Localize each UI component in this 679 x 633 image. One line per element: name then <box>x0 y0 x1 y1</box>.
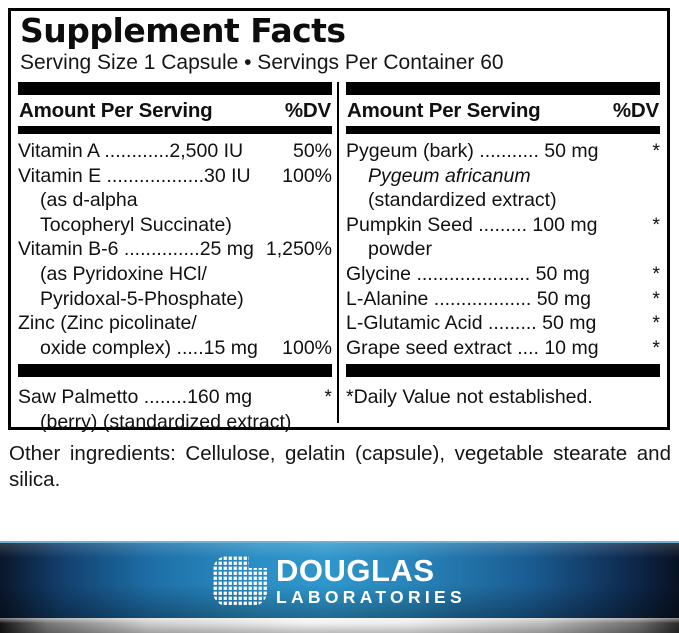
left-ingredient-rows: Vitamin A ............2,500 IU 50% Vitamin… <box>18 134 332 435</box>
dv-header: %DV <box>612 99 659 123</box>
ingredient-row: L-Alanine .................. 50 mg * <box>346 287 660 312</box>
ingredient-row: Grape seed extract .... 10 mg * <box>346 336 660 361</box>
ingredient-text: (berry) (standardized extract) <box>40 411 292 434</box>
ingredient-text: Glycine ..................... 50 mg <box>346 263 590 286</box>
serving-info: Serving Size 1 Capsule • Servings Per Co… <box>20 50 504 74</box>
column-header: Amount Per Serving %DV <box>18 95 332 126</box>
ingredient-row: Zinc (Zinc picolinate/ <box>18 311 332 336</box>
amount-per-serving-header: Amount Per Serving <box>347 99 541 123</box>
ingredient-text: Saw Palmetto ........160 mg <box>18 386 253 409</box>
daily-value: * <box>652 336 660 359</box>
brand-subtitle: LABORATORIES <box>276 587 466 608</box>
daily-value: * <box>324 386 332 409</box>
header-bottom-bar <box>18 126 332 135</box>
brand-name: DOUGLAS <box>276 553 435 589</box>
other-ingredients: Other ingredients: Cellulose, gelatin (c… <box>9 441 671 493</box>
ingredient-row: Pygeum (bark) ........... 50 mg * <box>346 139 660 164</box>
column-header: Amount Per Serving %DV <box>346 95 660 126</box>
ingredient-text: Grape seed extract .... 10 mg <box>346 336 599 359</box>
daily-value: 1,250% <box>265 238 332 261</box>
douglas-logo-mark-icon <box>213 556 267 606</box>
header-bottom-bar <box>346 126 660 135</box>
daily-value: 100% <box>282 336 332 359</box>
left-column: Amount Per Serving %DV Vitamin A .......… <box>18 82 337 433</box>
ingredient-row: Vitamin E ..................30 IU 100% <box>18 164 332 189</box>
section-divider-bar <box>346 364 660 378</box>
ingredient-row: Pumpkin Seed ......... 100 mg * <box>346 213 660 238</box>
ingredient-text: Pyridoxal-5-Phosphate) <box>40 287 244 310</box>
ingredient-row: Pygeum africanum <box>346 164 660 189</box>
right-column: Amount Per Serving %DV Pygeum (bark) ...… <box>339 82 660 423</box>
ingredient-row: Vitamin B-6 ..............25 mg 1,250% <box>18 237 332 262</box>
ingredient-row: Glycine ..................... 50 mg * <box>346 262 660 287</box>
ingredient-text: Vitamin B-6 ..............25 mg <box>18 238 254 261</box>
ingredient-row: (as Pyridoxine HCl/ <box>18 262 332 287</box>
ingredient-text: Pygeum (bark) ........... 50 mg <box>346 140 599 163</box>
daily-value: * <box>652 213 660 236</box>
brand-text: DOUGLAS LABORATORIES <box>276 555 466 607</box>
ingredient-text: powder <box>368 238 432 261</box>
ingredient-row: oxide complex) .....15 mg 100% <box>18 336 332 361</box>
column-divider <box>337 82 339 423</box>
ingredient-text: (standardized extract) <box>368 189 557 212</box>
ingredient-text: L-Alanine .................. 50 mg <box>346 287 591 310</box>
silver-band <box>0 618 679 633</box>
ingredient-row: Vitamin A ............2,500 IU 50% <box>18 139 332 164</box>
amount-per-serving-header: Amount Per Serving <box>19 99 213 123</box>
ingredient-text: Zinc (Zinc picolinate/ <box>18 312 197 335</box>
header-top-bar <box>18 82 332 96</box>
ingredient-row: Tocopheryl Succinate) <box>18 213 332 238</box>
ingredient-text: Vitamin E ..................30 IU <box>18 164 251 187</box>
daily-value: 100% <box>282 164 332 187</box>
dv-header: %DV <box>284 99 331 123</box>
other-ingredients-line1: Other ingredients: Cellulose, gelatin (c… <box>9 442 671 465</box>
daily-value: * <box>652 263 660 286</box>
ingredient-text: oxide complex) .....15 mg <box>40 336 258 359</box>
daily-value: * <box>652 287 660 310</box>
brand-logo: DOUGLAS LABORATORIES <box>213 555 466 607</box>
ingredient-text: Vitamin A ............2,500 IU <box>18 140 244 163</box>
section-divider-bar <box>18 364 332 378</box>
ingredient-row: Pyridoxal-5-Phosphate) <box>18 287 332 312</box>
ingredient-text: Pygeum africanum <box>368 164 531 187</box>
ingredient-text: Tocopheryl Succinate) <box>40 213 232 236</box>
other-ingredients-line2: silica. <box>9 468 61 491</box>
ingredient-row: Saw Palmetto ........160 mg * <box>18 385 332 410</box>
ingredient-row: powder <box>346 237 660 262</box>
header-top-bar <box>346 82 660 96</box>
ingredient-text: *Daily Value not established. <box>346 386 593 409</box>
daily-value: 50% <box>292 140 332 163</box>
ingredient-text: Pumpkin Seed ......... 100 mg <box>346 213 598 236</box>
right-ingredient-rows: Pygeum (bark) ........... 50 mg * Pygeum a… <box>346 134 660 410</box>
ingredient-text: (as d-alpha <box>40 189 138 212</box>
supplement-facts-panel: Supplement Facts Serving Size 1 Capsule … <box>8 8 670 433</box>
ingredient-row: (standardized extract) <box>346 188 660 213</box>
daily-value: * <box>652 140 660 163</box>
ingredient-row: L-Glutamic Acid ......... 50 mg * <box>346 311 660 336</box>
daily-value: * <box>652 312 660 335</box>
facts-columns: Amount Per Serving %DV Vitamin A .......… <box>18 82 660 433</box>
panel-title: Supplement Facts <box>20 11 346 50</box>
brand-band: DOUGLAS LABORATORIES <box>0 541 679 618</box>
ingredient-text: L-Glutamic Acid ......... 50 mg <box>346 312 597 335</box>
ingredient-text: (as Pyridoxine HCl/ <box>40 263 207 286</box>
ingredient-row: (as d-alpha <box>18 188 332 213</box>
ingredient-row: *Daily Value not established. <box>346 385 660 410</box>
ingredient-row: (berry) (standardized extract) <box>18 410 332 435</box>
